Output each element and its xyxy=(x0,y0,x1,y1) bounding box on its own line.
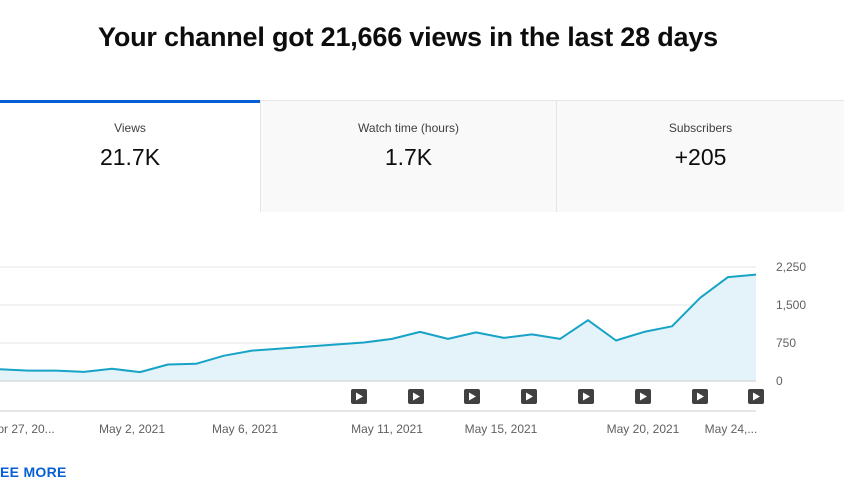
data-point xyxy=(362,340,367,345)
series-area xyxy=(0,274,756,381)
tab-watch-time-label: Watch time (hours) xyxy=(358,121,459,135)
x-tick-label: May 20, 2021 xyxy=(607,422,680,436)
data-point xyxy=(306,344,311,349)
x-tick-label: Apr 27, 20... xyxy=(0,422,55,436)
see-more-link[interactable]: EE MORE xyxy=(0,464,67,480)
y-tick-label: 2,250 xyxy=(776,260,806,274)
tab-views-label: Views xyxy=(114,121,146,135)
tab-watch-time[interactable]: Watch time (hours) 1.7K xyxy=(260,100,556,212)
data-point xyxy=(110,366,115,371)
data-point xyxy=(138,370,143,375)
play-glyph xyxy=(469,392,476,401)
data-point xyxy=(418,329,423,334)
data-point xyxy=(558,336,563,341)
data-point xyxy=(278,346,283,351)
tab-views-value: 21.7K xyxy=(99,144,161,170)
tab-watch-time-value: 1.7K xyxy=(384,144,433,170)
play-glyph xyxy=(697,392,704,401)
x-tick-label: May 2, 2021 xyxy=(99,422,165,436)
data-point xyxy=(614,338,619,343)
data-point xyxy=(54,368,59,373)
data-point xyxy=(502,335,507,340)
tab-views[interactable]: Views 21.7K xyxy=(0,100,260,212)
x-tick-label: May 24,... xyxy=(705,422,758,436)
series-line xyxy=(0,273,757,374)
play-glyph xyxy=(640,392,647,401)
data-point xyxy=(474,330,479,335)
x-tick-label: May 6, 2021 xyxy=(212,422,278,436)
data-point xyxy=(586,318,591,323)
data-point xyxy=(670,324,675,329)
play-glyph xyxy=(413,392,420,401)
views-chart: 2,250 1,500 750 0 Apr 27, 20... May 2, 2021 Ma… xyxy=(0,260,806,436)
tab-subscribers[interactable]: Subscribers +205 xyxy=(556,100,844,212)
x-tick-label: May 15, 2021 xyxy=(465,422,538,436)
x-tick-label: May 11, 2021 xyxy=(351,422,423,436)
y-tick-label: 750 xyxy=(776,336,796,350)
data-point xyxy=(530,332,535,337)
data-point xyxy=(754,272,759,277)
data-point xyxy=(446,336,451,341)
play-glyph xyxy=(583,392,590,401)
metric-tabs: Views 21.7K Watch time (hours) 1.7K Subs… xyxy=(0,100,844,212)
data-point xyxy=(250,348,255,353)
data-point xyxy=(334,342,339,347)
y-tick-label: 1,500 xyxy=(776,298,806,312)
data-point xyxy=(726,275,731,280)
data-point xyxy=(642,329,647,334)
page-headline: Your channel got 21,666 views in the las… xyxy=(98,22,718,52)
data-point xyxy=(390,336,395,341)
tab-subscribers-label: Subscribers xyxy=(668,121,733,135)
tab-subscribers-value: +205 xyxy=(674,144,727,170)
data-point xyxy=(26,368,31,373)
data-point xyxy=(222,353,227,358)
data-point xyxy=(166,362,171,367)
data-point xyxy=(82,369,87,374)
y-tick-label: 0 xyxy=(776,374,783,388)
play-glyph xyxy=(526,392,533,401)
play-glyph xyxy=(356,392,363,401)
data-point xyxy=(194,361,199,366)
data-point xyxy=(698,295,703,300)
play-glyph xyxy=(753,392,760,401)
